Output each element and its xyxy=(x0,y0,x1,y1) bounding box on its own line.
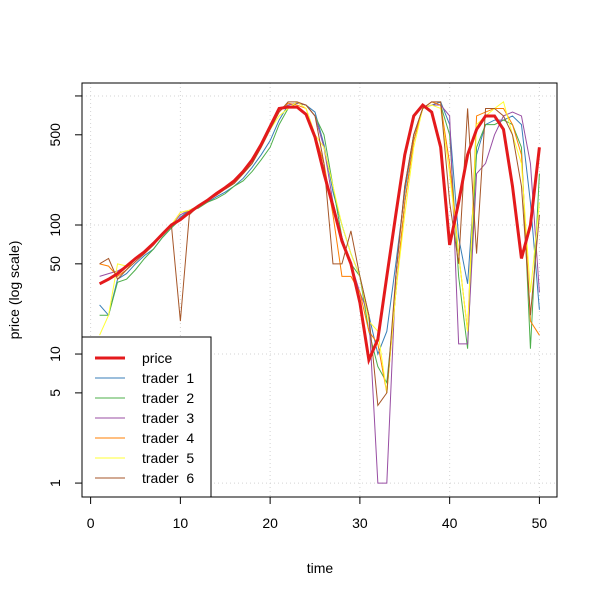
x-tick-label: 0 xyxy=(87,515,95,531)
legend-box xyxy=(81,336,212,498)
series-line xyxy=(99,102,540,385)
y-tick-label: 1 xyxy=(47,479,63,487)
series-line xyxy=(98,102,541,366)
x-tick-label: 50 xyxy=(532,515,548,531)
legend-label: trader 3 xyxy=(142,410,194,426)
legend-label: trader 6 xyxy=(142,470,194,486)
x-axis-label: time xyxy=(307,560,334,576)
y-tick-label: 500 xyxy=(47,123,63,147)
x-tick-label: 30 xyxy=(352,515,368,531)
legend-label: trader 4 xyxy=(142,430,194,446)
legend-label: trader 1 xyxy=(142,370,194,386)
legend-label: trader 2 xyxy=(142,390,194,406)
y-tick-label: 10 xyxy=(47,346,63,362)
series-line xyxy=(99,101,540,407)
y-tick-label: 100 xyxy=(47,213,63,237)
plot-frame xyxy=(81,82,558,498)
y-axis-label: price (log scale) xyxy=(6,241,22,340)
legend-label: trader 5 xyxy=(142,450,194,466)
x-tick-label: 20 xyxy=(262,515,278,531)
y-tick-label: 5 xyxy=(47,389,63,397)
y-tick-label: 50 xyxy=(47,256,63,272)
x-tick-label: 40 xyxy=(442,515,458,531)
x-tick-label: 10 xyxy=(173,515,189,531)
legend-label: price xyxy=(142,350,173,366)
